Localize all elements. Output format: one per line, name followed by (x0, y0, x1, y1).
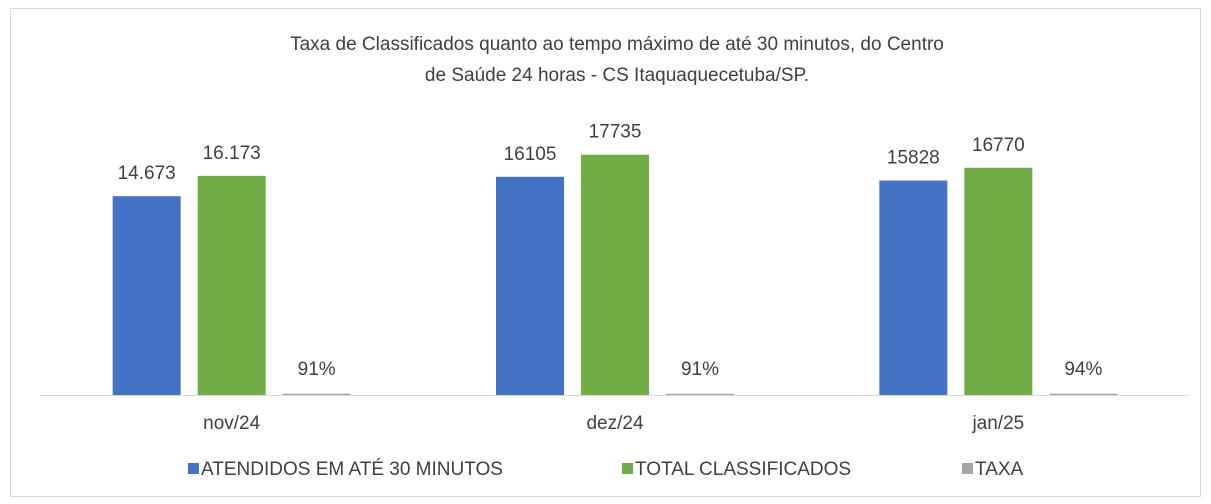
bar (496, 176, 564, 395)
chart-title: Taxa de Classificados quanto ao tempo má… (290, 34, 944, 55)
legend-swatch (188, 463, 199, 474)
bar (581, 154, 649, 395)
legend-label: TOTAL CLASSIFICADOS (635, 459, 851, 480)
legend-swatch (962, 463, 973, 474)
bar (879, 180, 948, 395)
x-tick-label: nov/24 (203, 413, 260, 434)
x-tick-label: dez/24 (586, 413, 643, 434)
legend-swatch (622, 463, 633, 474)
data-label: 14.673 (118, 163, 176, 184)
data-label: 91% (681, 359, 719, 380)
bar (112, 196, 181, 395)
legend-label: TAXA (975, 459, 1024, 480)
data-label: 91% (298, 359, 336, 380)
legend-label: ATENDIDOS EM ATÉ 30 MINUTOS (201, 459, 503, 480)
data-label: 16105 (504, 144, 557, 165)
data-label: 16.173 (203, 143, 261, 164)
bar (964, 167, 1033, 395)
bar (282, 393, 351, 395)
bar (197, 175, 266, 395)
chart-title: de Saúde 24 horas - CS Itaquaquecetuba/S… (425, 65, 809, 86)
x-tick-label: jan/25 (971, 413, 1024, 434)
data-label: 17735 (589, 122, 642, 143)
bar (1049, 393, 1118, 395)
data-label: 16770 (972, 135, 1025, 156)
bar (666, 393, 734, 395)
data-label: 94% (1064, 359, 1102, 380)
data-label: 15828 (887, 148, 940, 169)
